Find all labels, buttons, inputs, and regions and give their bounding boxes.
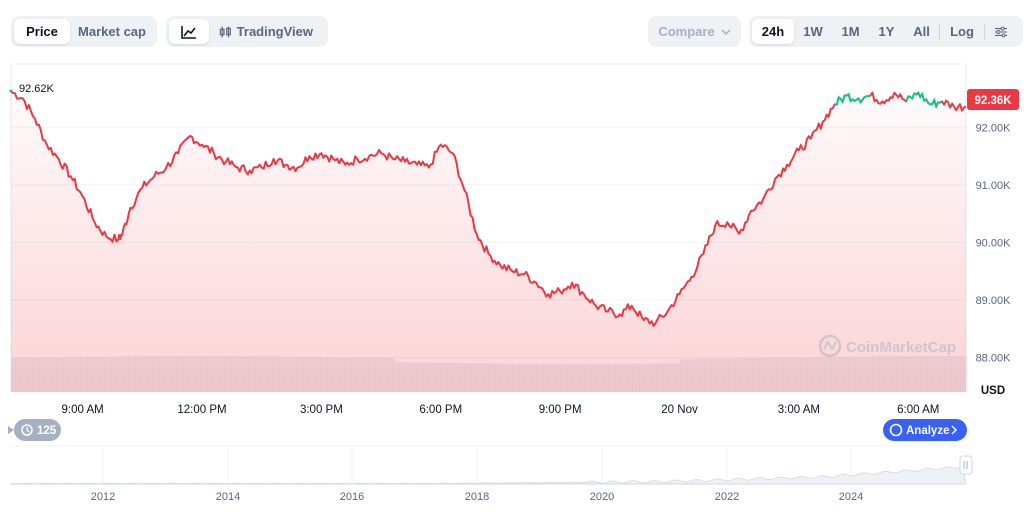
line-chart-icon xyxy=(181,25,196,39)
current-price-text: 92.36K xyxy=(974,95,1012,107)
chevron-down-icon xyxy=(721,28,731,35)
analyze-button[interactable]: Analyze xyxy=(883,419,967,441)
navigator-year-label: 2016 xyxy=(340,491,364,503)
events-count: 125 xyxy=(37,425,57,437)
x-tick-label: 6:00 PM xyxy=(419,404,462,416)
x-tick-label: 3:00 PM xyxy=(300,404,343,416)
x-tick-label: 9:00 PM xyxy=(539,404,582,416)
price-line xyxy=(10,90,967,327)
compare-label: Compare xyxy=(658,24,715,39)
range-all[interactable]: All xyxy=(913,24,930,39)
price-line-above-open xyxy=(834,92,871,106)
analyze-logo-icon xyxy=(889,423,903,437)
settings-button[interactable] xyxy=(985,19,1017,44)
range-24h[interactable]: 24h xyxy=(752,19,794,44)
x-tick-label: 12:00 PM xyxy=(177,404,226,416)
navigator-year-label: 2022 xyxy=(715,491,739,503)
navigator-history-area xyxy=(10,466,967,485)
events-button[interactable]: 125 xyxy=(8,419,61,441)
price-line-above-open xyxy=(905,91,943,110)
history-icon xyxy=(21,424,33,436)
price-area-fill xyxy=(11,91,966,392)
compare-dropdown[interactable]: Compare xyxy=(648,16,741,47)
sliders-icon xyxy=(995,26,1007,37)
navigator-year-label: 2014 xyxy=(216,491,240,503)
x-tick-label: 3:00 AM xyxy=(778,404,820,416)
time-range-group: 24h 1W 1M 1Y All Log xyxy=(749,16,1023,47)
high-label: 92.62K xyxy=(19,83,55,95)
watermark-text: CoinMarketCap xyxy=(846,339,956,356)
log-scale-button[interactable]: Log xyxy=(950,24,974,39)
navigator-year-label: 2012 xyxy=(91,491,115,503)
chart-mode-toggle: TradingView xyxy=(166,16,328,47)
coinmarketcap-logo-icon xyxy=(818,334,842,358)
y-tick-label: 90.00K xyxy=(976,237,1012,249)
currency-label: USD xyxy=(981,385,1005,397)
range-1m[interactable]: 1M xyxy=(841,24,860,39)
tab-price[interactable]: Price xyxy=(14,19,70,44)
volume-bar xyxy=(965,356,968,392)
y-tick-label: 88.00K xyxy=(976,352,1012,364)
y-tick-label: 92.00K xyxy=(976,122,1012,134)
y-tick-label: 89.00K xyxy=(976,295,1012,307)
divider xyxy=(939,23,940,40)
navigator-year-label: 2024 xyxy=(839,491,863,503)
chevron-right-icon xyxy=(951,425,958,435)
analyze-label: Analyze xyxy=(906,425,949,437)
current-price-badge: 92.36K xyxy=(967,89,1019,110)
navigator-year-label: 2018 xyxy=(465,491,489,503)
x-tick-label: 20 Nov xyxy=(661,404,698,416)
line-chart-button[interactable] xyxy=(169,19,209,44)
range-1y[interactable]: 1Y xyxy=(878,24,895,39)
high-marker xyxy=(9,89,13,93)
navigator-handle[interactable] xyxy=(959,455,973,475)
tradingview-label: TradingView xyxy=(236,24,313,39)
candlestick-icon xyxy=(219,26,231,37)
tab-market-cap[interactable]: Market cap xyxy=(78,24,146,39)
tradingview-button[interactable]: TradingView xyxy=(209,19,323,44)
navigator[interactable]: 2012 2014 2016 2018 2020 2022 2024 xyxy=(10,445,973,503)
view-toggle: Price Market cap xyxy=(11,16,157,47)
divider xyxy=(984,23,985,40)
navigator-year-label: 2020 xyxy=(590,491,614,503)
y-tick-label: 91.00K xyxy=(976,180,1012,192)
x-tick-label: 9:00 AM xyxy=(62,404,104,416)
range-1w[interactable]: 1W xyxy=(803,24,823,39)
x-tick-label: 6:00 AM xyxy=(897,404,939,416)
watermark: CoinMarketCap xyxy=(818,334,956,358)
